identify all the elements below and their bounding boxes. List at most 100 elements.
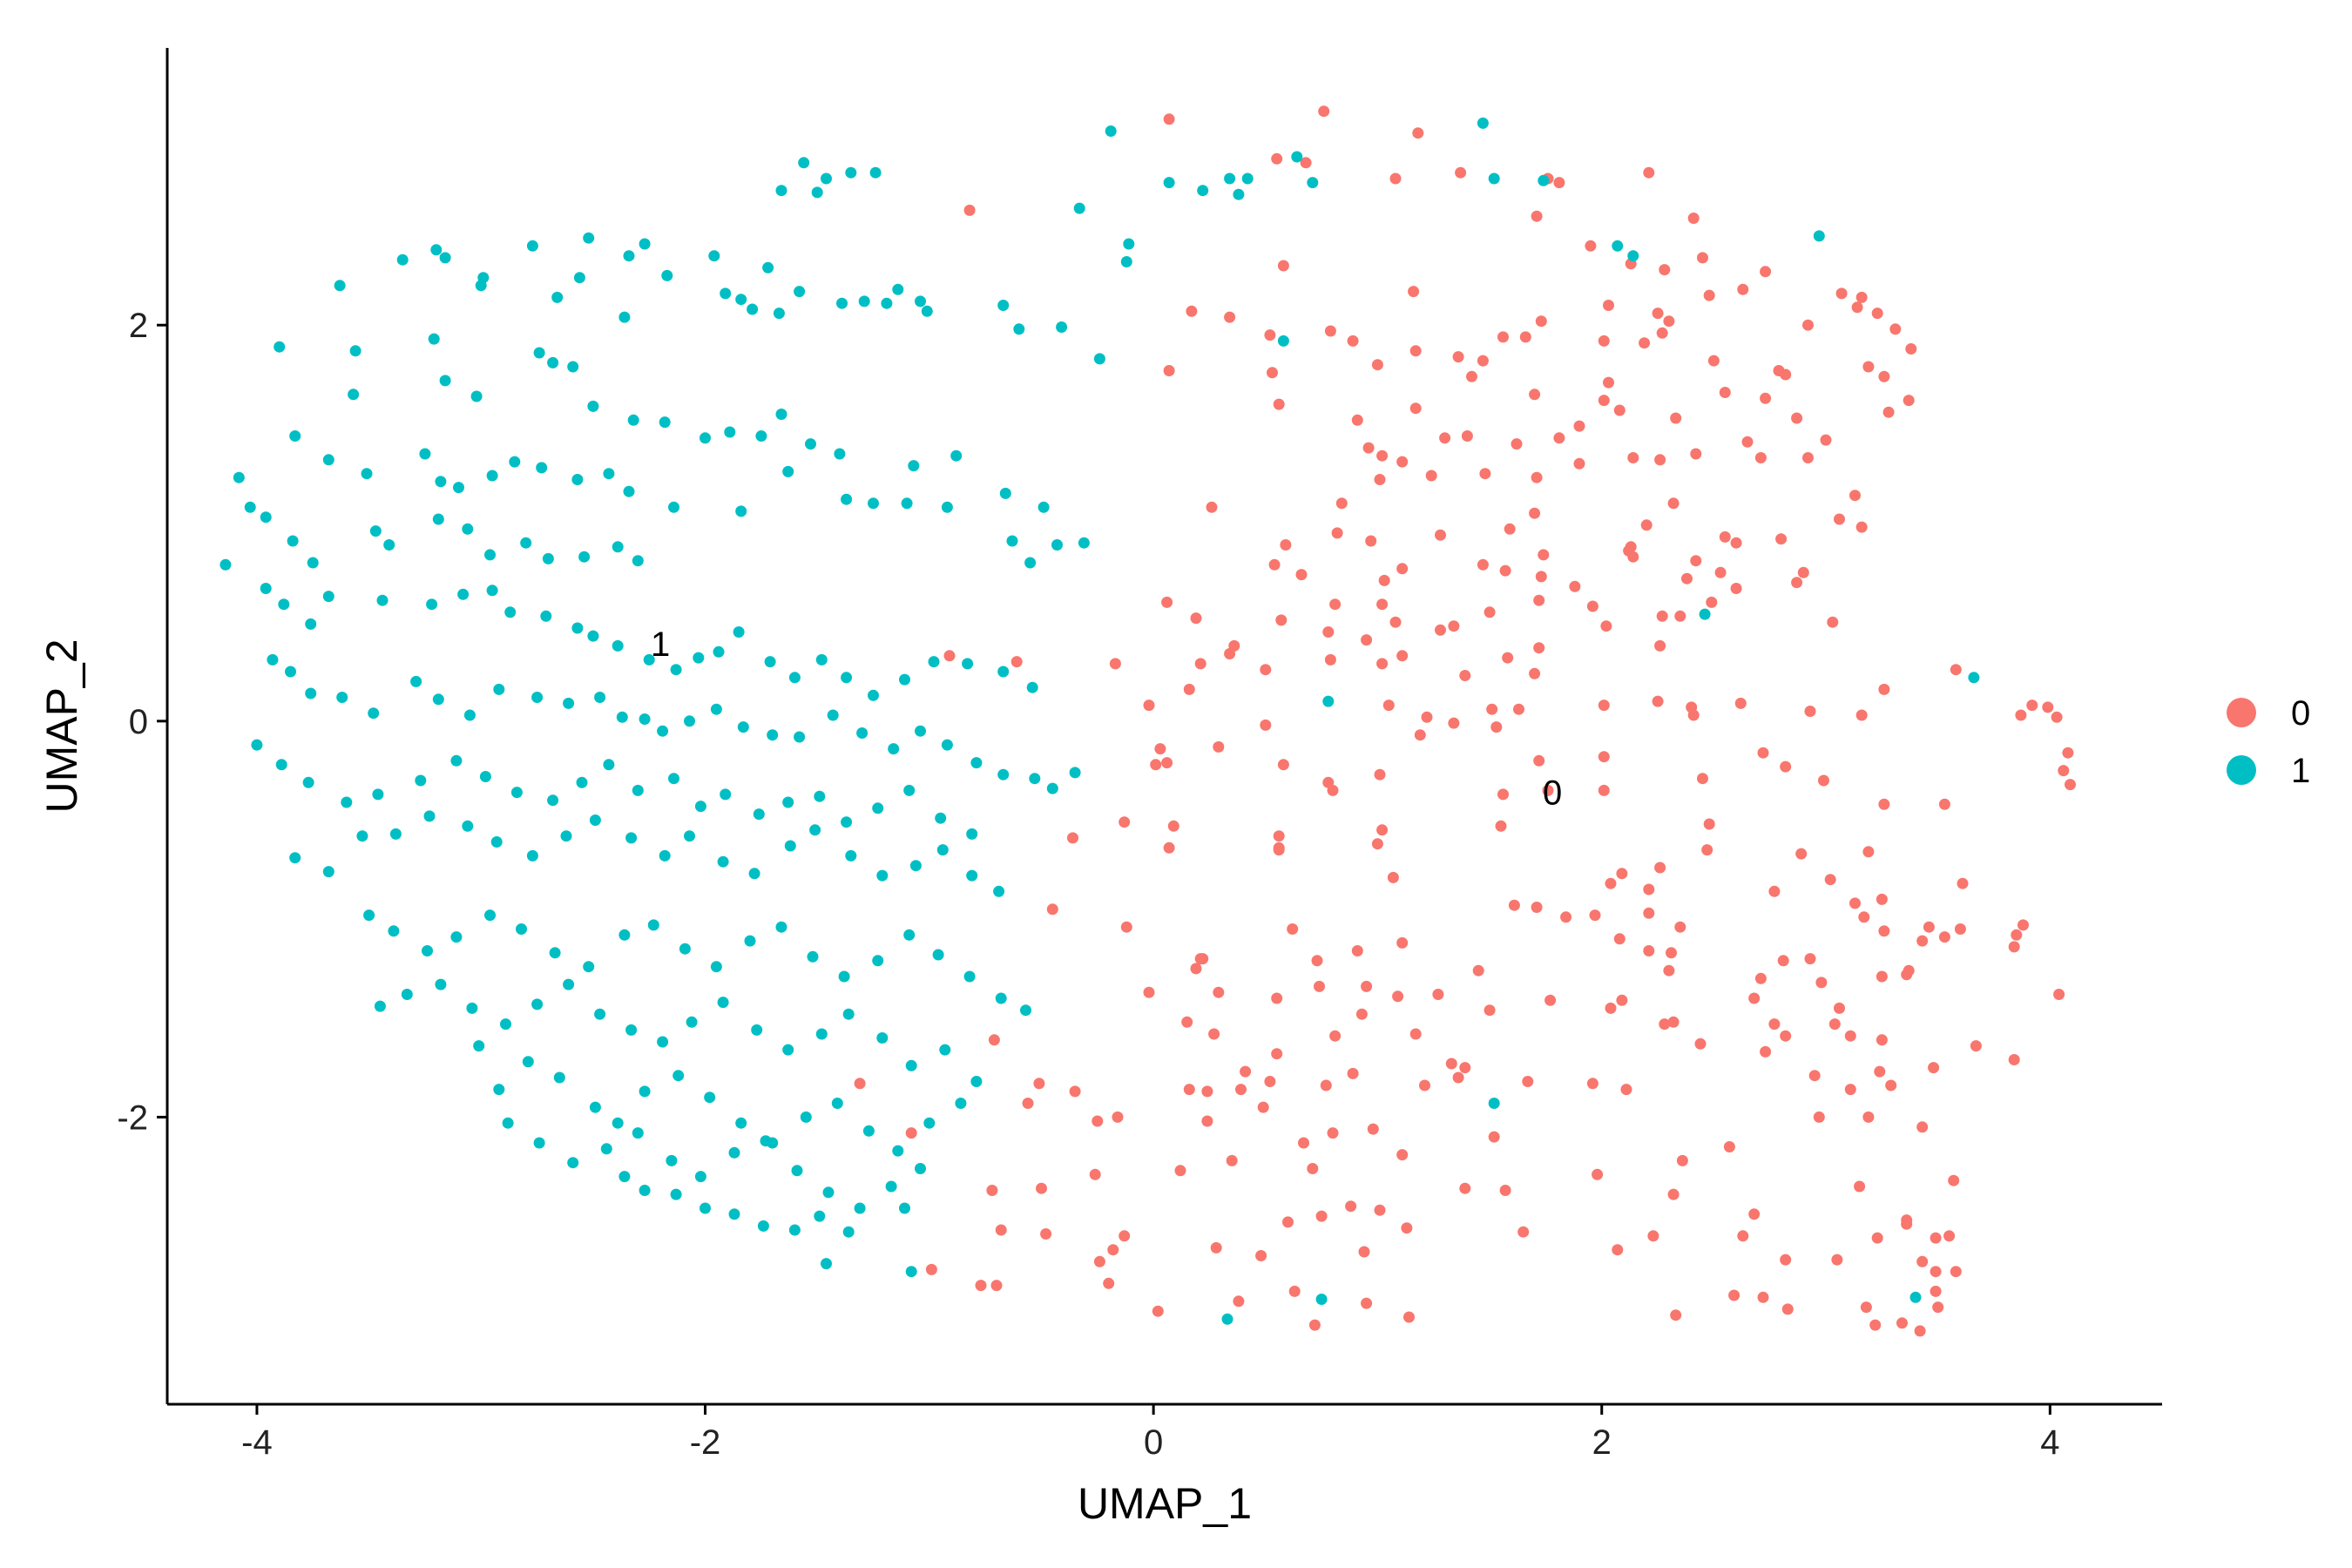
point-cluster-0 bbox=[1486, 703, 1498, 715]
point-cluster-1 bbox=[1699, 608, 1711, 620]
point-cluster-1 bbox=[612, 541, 624, 553]
point-cluster-0 bbox=[1022, 1098, 1034, 1109]
point-cluster-1 bbox=[274, 341, 286, 353]
point-cluster-0 bbox=[1495, 820, 1507, 832]
point-cluster-1 bbox=[888, 743, 900, 755]
point-cluster-0 bbox=[1598, 784, 1610, 796]
point-cluster-1 bbox=[583, 232, 595, 244]
point-cluster-0 bbox=[1616, 994, 1628, 1006]
point-cluster-0 bbox=[1573, 457, 1585, 470]
point-cluster-0 bbox=[1367, 1123, 1379, 1135]
point-cluster-1 bbox=[571, 622, 584, 634]
point-cluster-1 bbox=[700, 432, 711, 444]
point-cluster-0 bbox=[1511, 438, 1523, 450]
point-cluster-1 bbox=[764, 656, 776, 668]
point-cluster-0 bbox=[1586, 1078, 1598, 1090]
point-cluster-1 bbox=[915, 725, 926, 737]
point-cluster-0 bbox=[1300, 157, 1312, 169]
point-cluster-0 bbox=[1663, 964, 1675, 977]
point-cluster-0 bbox=[1768, 1018, 1781, 1031]
point-cluster-1 bbox=[493, 683, 505, 695]
point-cluster-0 bbox=[1298, 1137, 1309, 1149]
point-cluster-1 bbox=[430, 244, 443, 256]
point-cluster-0 bbox=[1432, 989, 1444, 1000]
point-cluster-0 bbox=[1903, 395, 1915, 407]
point-cluster-1 bbox=[782, 796, 794, 808]
point-cluster-1 bbox=[881, 297, 893, 309]
point-cluster-0 bbox=[1208, 1028, 1220, 1040]
point-cluster-0 bbox=[1719, 387, 1731, 398]
point-cluster-1 bbox=[856, 727, 868, 739]
point-cluster-1 bbox=[686, 1016, 698, 1028]
point-cluster-0 bbox=[1497, 331, 1509, 343]
point-cluster-0 bbox=[1613, 404, 1625, 416]
point-cluster-0 bbox=[1452, 351, 1464, 363]
point-cluster-0 bbox=[1036, 1182, 1047, 1194]
point-cluster-0 bbox=[1970, 1040, 1982, 1052]
point-cluster-0 bbox=[1612, 1244, 1624, 1256]
point-cluster-1 bbox=[788, 672, 801, 684]
point-cluster-0 bbox=[1396, 563, 1409, 575]
point-cluster-1 bbox=[423, 810, 436, 822]
point-cluster-0 bbox=[1780, 760, 1792, 773]
point-cluster-0 bbox=[1828, 1018, 1841, 1031]
point-cluster-1 bbox=[1627, 250, 1639, 262]
point-cluster-1 bbox=[374, 1000, 386, 1012]
point-cluster-0 bbox=[2065, 779, 2076, 791]
point-cluster-0 bbox=[1277, 260, 1289, 272]
point-cluster-1 bbox=[782, 1044, 794, 1056]
point-cluster-0 bbox=[1311, 955, 1323, 967]
point-cluster-0 bbox=[1255, 1250, 1267, 1261]
point-cluster-0 bbox=[1901, 969, 1913, 981]
point-cluster-0 bbox=[1773, 365, 1785, 376]
point-cluster-0 bbox=[1654, 862, 1666, 874]
point-cluster-0 bbox=[1361, 980, 1373, 992]
point-cluster-1 bbox=[720, 287, 732, 300]
point-cluster-0 bbox=[1347, 1067, 1359, 1079]
point-cluster-1 bbox=[1488, 172, 1500, 185]
point-cluster-1 bbox=[710, 703, 722, 715]
point-cluster-1 bbox=[341, 796, 353, 808]
point-cluster-1 bbox=[885, 1180, 897, 1193]
point-cluster-0 bbox=[1687, 213, 1700, 224]
point-cluster-1 bbox=[589, 1101, 601, 1113]
point-cluster-1 bbox=[672, 1070, 685, 1082]
point-cluster-1 bbox=[349, 345, 362, 357]
point-cluster-0 bbox=[1201, 1085, 1213, 1098]
point-cluster-1 bbox=[757, 1220, 769, 1232]
point-cluster-0 bbox=[1690, 555, 1702, 567]
point-cluster-0 bbox=[1652, 308, 1664, 320]
point-cluster-0 bbox=[1882, 406, 1895, 418]
point-cluster-1 bbox=[798, 157, 810, 169]
point-cluster-1 bbox=[936, 844, 949, 856]
point-cluster-1 bbox=[289, 430, 301, 442]
point-cluster-0 bbox=[1589, 909, 1601, 922]
point-cluster-1 bbox=[594, 1008, 606, 1020]
point-cluster-0 bbox=[1448, 620, 1460, 632]
point-cluster-0 bbox=[1813, 1111, 1825, 1123]
point-cluster-0 bbox=[1213, 740, 1225, 753]
point-cluster-1 bbox=[389, 828, 402, 840]
point-cluster-1 bbox=[1020, 1004, 1031, 1017]
point-cluster-0 bbox=[1844, 1030, 1856, 1042]
point-cluster-1 bbox=[220, 558, 232, 571]
point-cluster-1 bbox=[473, 1040, 485, 1052]
point-cluster-0 bbox=[1827, 616, 1839, 628]
point-cluster-0 bbox=[1409, 1028, 1422, 1040]
point-cluster-1 bbox=[369, 525, 382, 537]
point-cluster-1 bbox=[647, 919, 659, 931]
point-cluster-0 bbox=[1529, 507, 1541, 519]
point-cluster-0 bbox=[1858, 911, 1870, 923]
point-cluster-0 bbox=[1327, 1127, 1339, 1139]
point-cluster-1 bbox=[1105, 125, 1117, 137]
point-cluster-1 bbox=[1233, 188, 1245, 200]
point-cluster-1 bbox=[921, 305, 933, 317]
point-cluster-1 bbox=[1477, 117, 1489, 129]
point-cluster-0 bbox=[1871, 1232, 1883, 1244]
point-cluster-0 bbox=[1780, 1254, 1792, 1266]
point-cluster-0 bbox=[1414, 729, 1426, 741]
point-cluster-0 bbox=[1307, 1163, 1319, 1174]
point-cluster-0 bbox=[1760, 266, 1772, 278]
point-cluster-0 bbox=[1620, 1084, 1632, 1096]
point-cluster-0 bbox=[1314, 980, 1325, 992]
